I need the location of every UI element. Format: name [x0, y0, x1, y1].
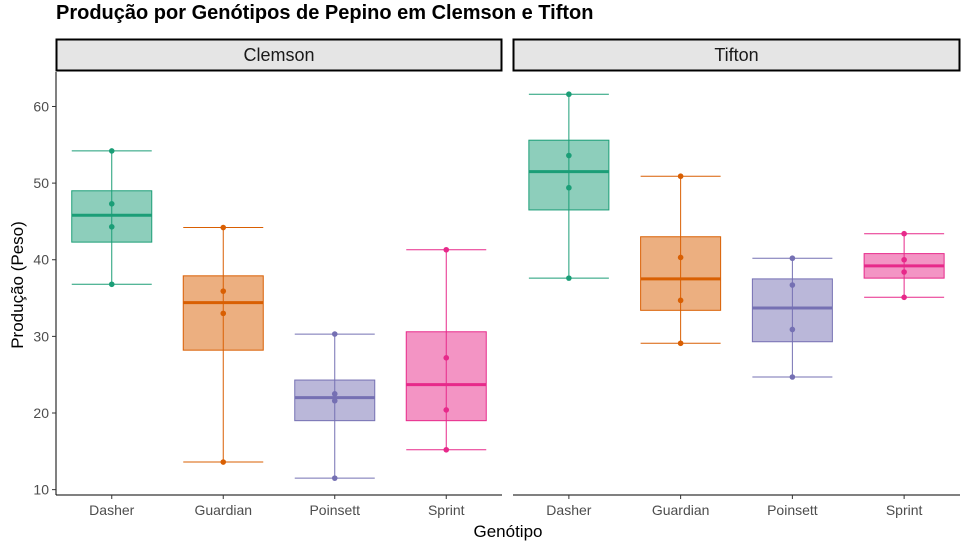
data-point-tifton-guardian — [677, 340, 684, 347]
data-point-tifton-dasher — [566, 91, 572, 98]
x-tick-label: Poinsett — [309, 502, 360, 518]
data-point-clemson-poinsett — [331, 397, 338, 404]
data-point-tifton-guardian — [677, 173, 684, 180]
data-point-tifton-poinsett — [789, 326, 796, 333]
x-tick-label: Sprint — [886, 502, 923, 518]
facet-strip-label-tifton: Tifton — [714, 45, 758, 65]
x-tick-label: Sprint — [428, 502, 465, 518]
data-point-clemson-poinsett — [331, 331, 338, 337]
x-axis-title: Genótipo — [474, 522, 543, 541]
chart-title: Produção por Genótipos de Pepino em Clem… — [56, 2, 594, 24]
facet-strip-tifton — [512, 38, 961, 72]
data-point-tifton-poinsett — [789, 282, 796, 288]
iqr-box-tifton-dasher — [528, 139, 610, 211]
data-point-tifton-guardian — [677, 297, 684, 304]
data-point-tifton-sprint — [901, 230, 907, 237]
data-point-clemson-sprint — [443, 246, 450, 253]
y-tick-label: 30 — [33, 328, 49, 344]
data-point-clemson-sprint — [443, 446, 450, 453]
data-point-clemson-poinsett — [331, 475, 338, 481]
data-point-clemson-guardian — [220, 459, 227, 465]
box-tifton-poinsett — [751, 255, 833, 380]
data-point-tifton-poinsett — [789, 255, 796, 262]
data-point-clemson-poinsett — [331, 391, 338, 397]
data-point-tifton-dasher — [566, 184, 572, 191]
y-tick-label: 60 — [33, 98, 49, 114]
y-tick-label: 20 — [33, 405, 49, 421]
facet-strip-label-clemson: Clemson — [243, 45, 314, 65]
y-tick-label: 40 — [33, 252, 49, 268]
box-clemson-sprint — [405, 246, 487, 453]
iqr-box-clemson-sprint — [405, 331, 487, 422]
data-point-clemson-dasher — [108, 281, 115, 288]
data-point-clemson-guardian — [220, 288, 227, 294]
data-point-tifton-sprint — [901, 269, 907, 275]
box-clemson-dasher — [71, 148, 153, 288]
data-point-clemson-dasher — [108, 223, 115, 230]
x-tick-label: Guardian — [194, 502, 252, 518]
data-point-tifton-sprint — [901, 294, 907, 301]
x-tick-label: Guardian — [652, 502, 710, 518]
x-tick-label: Poinsett — [767, 502, 818, 518]
iqr-box-tifton-poinsett — [751, 278, 833, 343]
x-tick-label: Dasher — [546, 502, 591, 518]
data-point-clemson-dasher — [108, 201, 115, 207]
data-point-clemson-guardian — [220, 224, 227, 231]
data-point-clemson-guardian — [220, 310, 227, 317]
data-point-tifton-poinsett — [789, 374, 796, 380]
y-tick-label: 10 — [33, 482, 49, 498]
data-point-tifton-dasher — [566, 275, 572, 281]
box-tifton-sprint — [863, 230, 945, 301]
facet-strip-clemson — [55, 38, 503, 72]
box-tifton-dasher — [528, 91, 610, 281]
y-tick-label: 50 — [33, 175, 49, 191]
data-point-clemson-dasher — [108, 148, 115, 154]
data-point-clemson-sprint — [443, 407, 450, 413]
y-axis-title: Produção (Peso) — [8, 221, 27, 349]
box-tifton-guardian — [640, 173, 722, 347]
data-point-clemson-sprint — [443, 355, 450, 361]
x-tick-label: Dasher — [89, 502, 134, 518]
box-clemson-poinsett — [294, 331, 376, 481]
data-point-tifton-sprint — [901, 256, 907, 263]
data-point-tifton-dasher — [566, 152, 572, 159]
box-clemson-guardian — [182, 224, 264, 465]
data-point-tifton-guardian — [677, 254, 684, 261]
